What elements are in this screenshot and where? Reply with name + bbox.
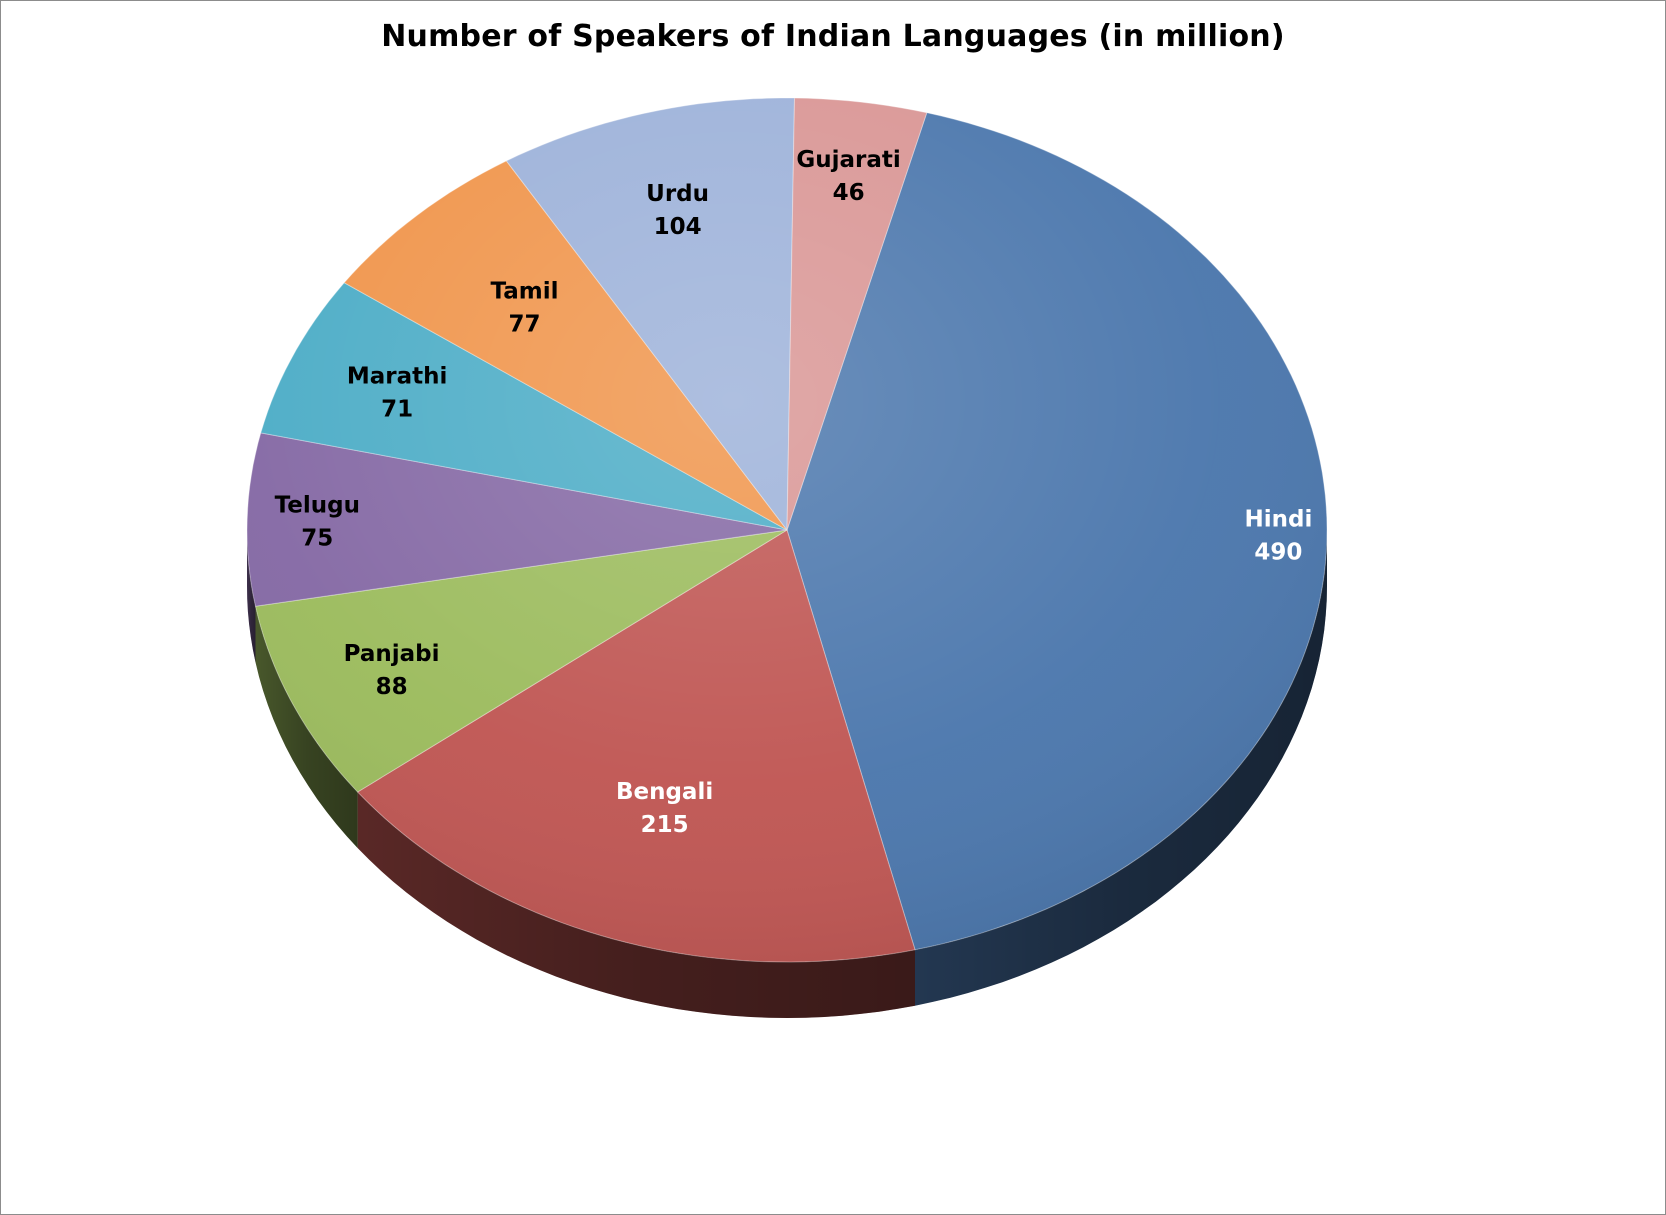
pie-side-shade [357, 792, 916, 1018]
chart-title: Number of Speakers of Indian Languages (… [381, 19, 1285, 54]
slice-value-hindi: 490 [1254, 539, 1302, 565]
pie-sides [247, 530, 1327, 1018]
pie-gloss [247, 98, 1327, 962]
slice-label-hindi: Hindi [1244, 506, 1312, 532]
pie-top [246, 97, 1328, 963]
slice-value-tamil: 77 [508, 311, 540, 337]
slice-label-marathi: Marathi [347, 363, 448, 389]
pie-side-shade [247, 530, 256, 663]
slice-label-telugu: Telugu [275, 493, 360, 519]
slice-value-marathi: 71 [381, 396, 413, 422]
slice-value-telugu: 75 [301, 526, 333, 552]
slice-label-tamil: Tamil [491, 278, 559, 304]
slice-label-bengali: Bengali [616, 779, 713, 805]
slice-label-gujarati: Gujarati [796, 147, 900, 173]
slice-label-urdu: Urdu [646, 181, 709, 207]
slice-value-urdu: 104 [654, 214, 702, 240]
pie-labels: Hindi 490 Bengali 215 Panjabi 88 Telugu 75 Marat… [275, 147, 1313, 838]
pie-side-shade [915, 530, 1327, 1006]
slice-value-gujarati: 46 [833, 180, 865, 206]
slice-value-panjabi: 88 [376, 674, 408, 700]
slice-label-panjabi: Panjabi [344, 641, 440, 667]
slice-value-bengali: 215 [641, 812, 689, 838]
